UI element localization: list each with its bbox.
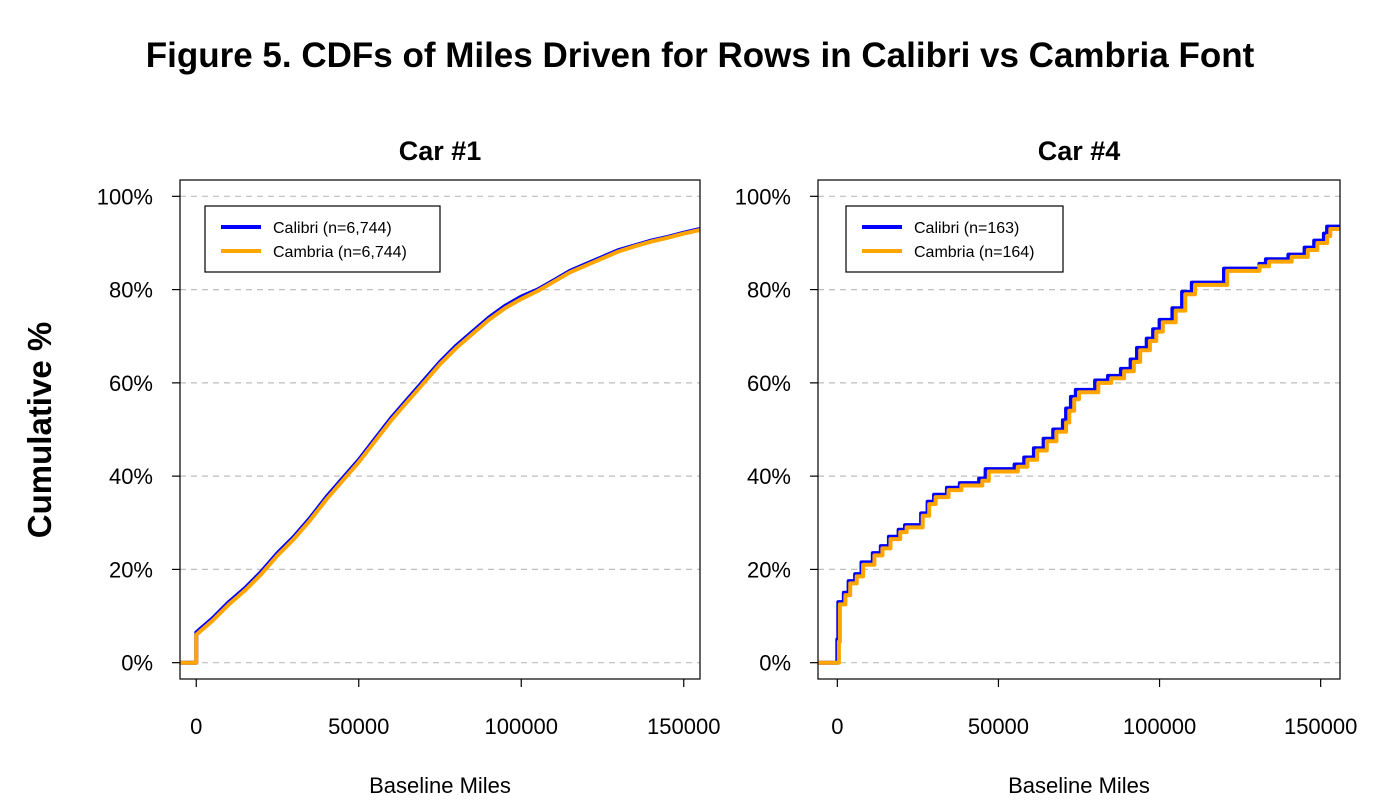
figure-title: Figure 5. CDFs of Miles Driven for Rows … [145, 36, 1255, 75]
series-line-calibri [818, 224, 1340, 665]
x-tick-label: 100000 [1123, 714, 1196, 739]
y-tick-label: 100% [735, 184, 791, 209]
y-tick-label: 60% [109, 371, 153, 396]
series-line-cambria [180, 227, 701, 665]
panel-1: Car #1 0% 20% 40% 60% 80% 100% 0 50000 100000 1500… [97, 136, 721, 798]
y-tick-label: 40% [109, 464, 153, 489]
legend-box [204, 205, 441, 273]
x-tick-label: 50000 [328, 714, 389, 739]
x-tick-label: 0 [190, 714, 202, 739]
legend: Calibri (n=163) Cambria (n=164) [845, 205, 1064, 273]
x-tick-label: 100000 [485, 714, 558, 739]
x-axis-label: Baseline Miles [1008, 773, 1150, 798]
y-tick-label: 0% [121, 651, 153, 676]
legend-label: Cambria (n=164) [914, 244, 1035, 261]
legend-label: Cambria (n=6,744) [273, 244, 407, 261]
y-tick-label: 20% [747, 557, 791, 582]
legend-label: Calibri (n=163) [914, 220, 1019, 237]
x-axis-label: Baseline Miles [369, 773, 511, 798]
x-tick-label: 150000 [647, 714, 720, 739]
legend-box [845, 205, 1064, 273]
legend: Calibri (n=6,744) Cambria (n=6,744) [204, 205, 441, 273]
x-tick-label: 150000 [1284, 714, 1357, 739]
y-tick-label: 100% [97, 184, 153, 209]
y-tick-label: 0% [759, 651, 791, 676]
y-tick-label: 60% [747, 371, 791, 396]
x-tick-label: 0 [831, 714, 843, 739]
x-tick-label: 50000 [968, 714, 1029, 739]
panel-title: Car #1 [399, 136, 482, 166]
y-tick-label: 40% [747, 464, 791, 489]
legend-label: Calibri (n=6,744) [273, 220, 392, 237]
y-tick-label: 80% [747, 278, 791, 303]
panel-title: Car #4 [1038, 136, 1121, 166]
y-tick-label: 80% [109, 278, 153, 303]
y-tick-label: 20% [109, 557, 153, 582]
plot-frame [179, 179, 701, 680]
plot-frame [817, 179, 1341, 680]
panel-2: Car #4 0% 20% 40% 60% 80% 100% 0 50000 100000 1500… [735, 136, 1358, 798]
series-line-calibri [180, 227, 701, 665]
series-line-cambria [818, 227, 1340, 665]
